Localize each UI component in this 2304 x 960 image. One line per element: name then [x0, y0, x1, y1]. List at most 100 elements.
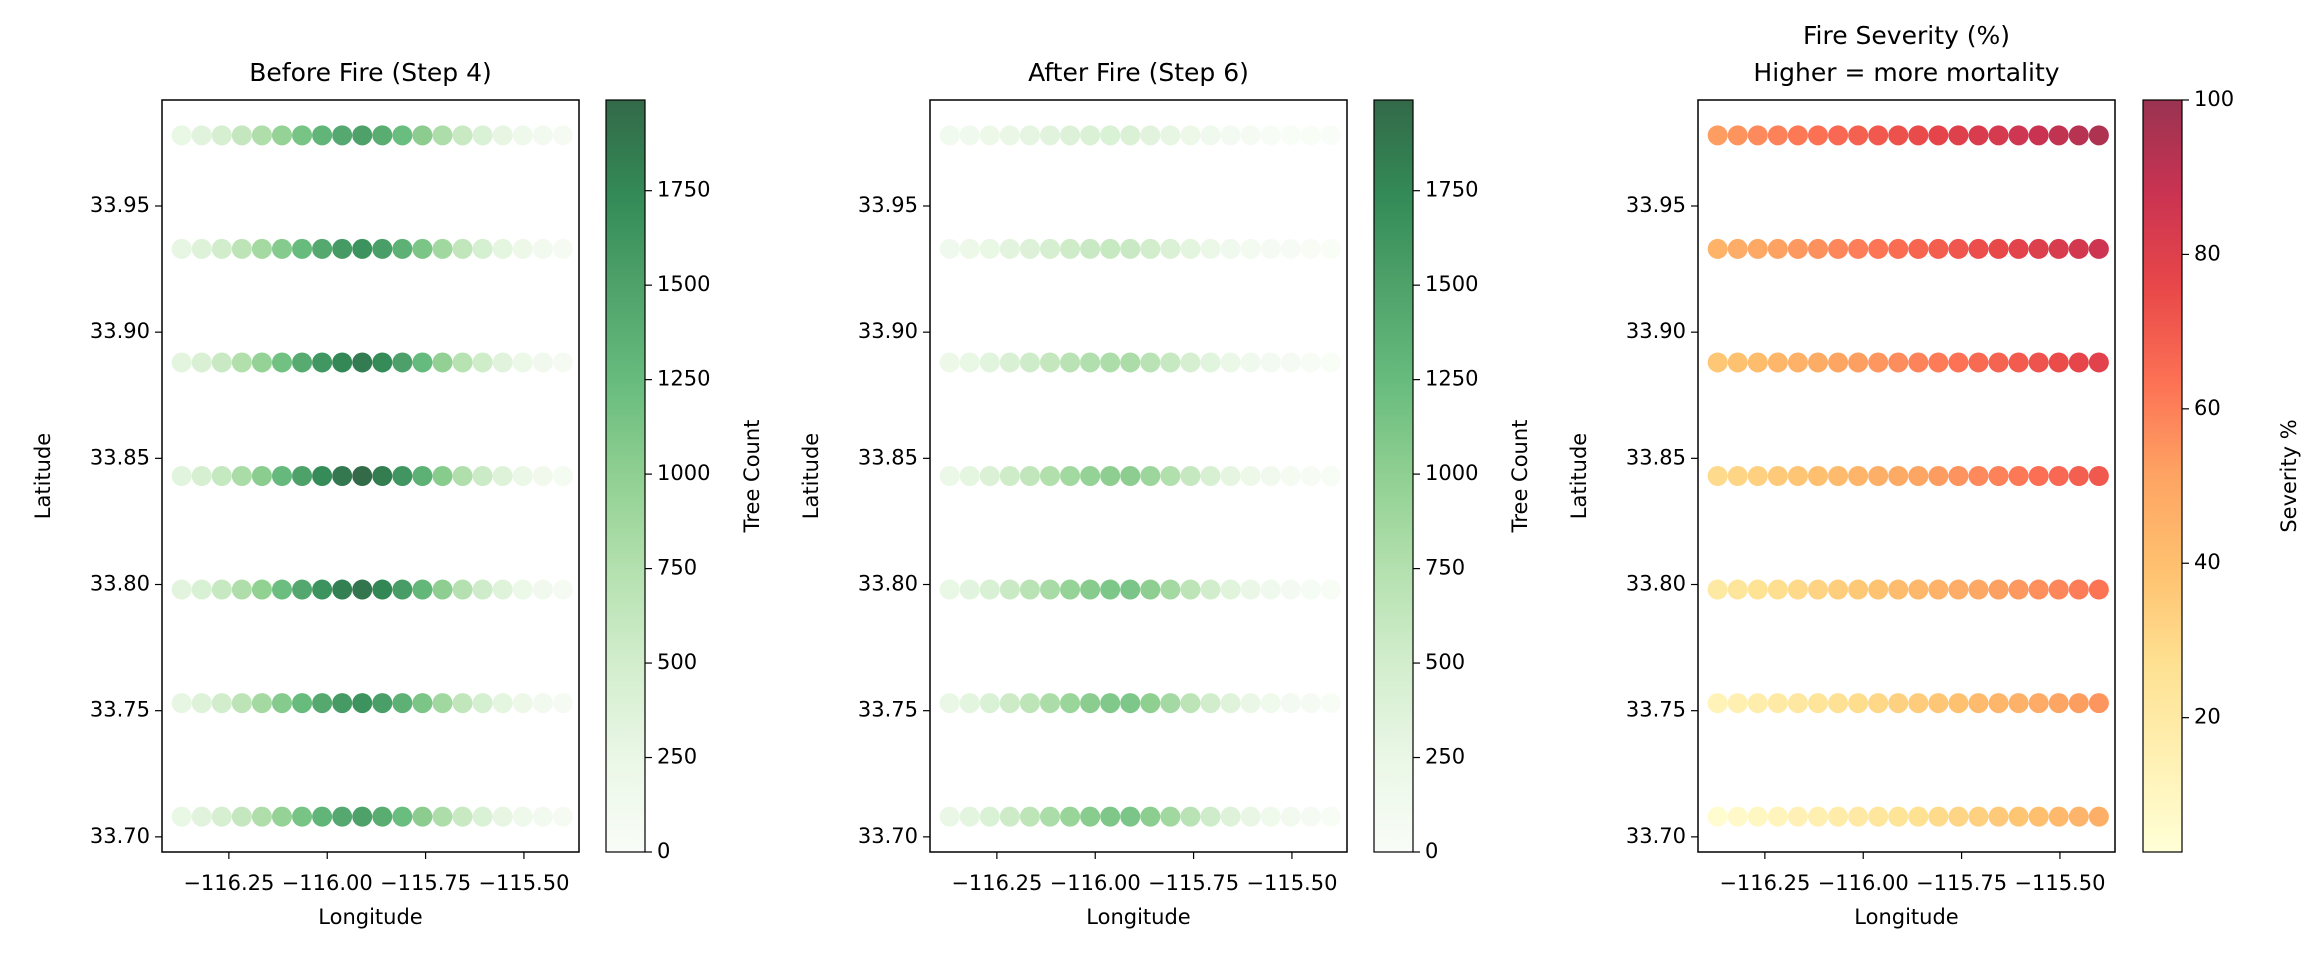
scatter-point	[1868, 352, 1889, 373]
scatter-point	[392, 125, 413, 146]
scatter-point	[1140, 579, 1161, 600]
scatter-point	[1767, 579, 1788, 600]
y-tick-label: 33.70	[858, 824, 918, 848]
scatter-point	[332, 238, 353, 259]
scatter-point	[1160, 352, 1181, 373]
scatter-point	[1260, 579, 1281, 600]
scatter-point	[1848, 466, 1869, 486]
scatter-point	[1060, 125, 1081, 146]
scatter-point	[1828, 352, 1849, 373]
scatter-point	[1908, 238, 1929, 259]
scatter-point	[1320, 125, 1341, 146]
scatter-point	[512, 238, 533, 259]
scatter-point	[1787, 238, 1808, 259]
scatter-point	[191, 806, 212, 827]
scatter-point	[1908, 125, 1929, 146]
scatter-point	[251, 806, 272, 827]
scatter-point	[1948, 806, 1969, 827]
scatter-point	[552, 806, 573, 827]
scatter-point	[1019, 806, 1040, 827]
scatter-point	[1300, 238, 1321, 259]
scatter-point	[532, 352, 553, 373]
scatter-point	[2068, 466, 2089, 486]
scatter-point	[1908, 806, 1929, 827]
scatter-point	[2028, 352, 2049, 373]
scatter-point	[1039, 693, 1060, 714]
scatter-point	[1100, 352, 1121, 373]
y-axis-label: Latitude	[31, 433, 55, 519]
scatter-point	[171, 466, 192, 486]
scatter-point	[392, 806, 413, 827]
scatter-point	[1140, 125, 1161, 146]
scatter-point	[959, 579, 980, 600]
scatter-point	[1080, 806, 1101, 827]
scatter-point	[1180, 693, 1201, 714]
scatter-point	[1988, 579, 2009, 600]
scatter-point	[979, 806, 1000, 827]
colorbar-tick-label: 250	[657, 745, 697, 769]
scatter-point	[1848, 579, 1869, 600]
scatter-point	[1200, 352, 1221, 373]
scatter-point	[452, 806, 473, 827]
scatter-point	[1039, 806, 1060, 827]
scatter-point	[1100, 579, 1121, 600]
scatter-point	[552, 579, 573, 600]
scatter-point	[1240, 466, 1261, 486]
scatter-point	[939, 238, 960, 259]
scatter-point	[1807, 466, 1828, 486]
scatter-point	[1060, 693, 1081, 714]
scatter-point	[352, 579, 373, 600]
scatter-point	[1968, 466, 1989, 486]
scatter-point	[1747, 125, 1768, 146]
scatter-point	[999, 579, 1020, 600]
scatter-point	[1140, 806, 1161, 827]
scatter-point	[1220, 693, 1241, 714]
scatter-point	[1968, 579, 1989, 600]
scatter-point	[1928, 125, 1949, 146]
scatter-point	[1120, 125, 1141, 146]
scatter-point	[1320, 466, 1341, 486]
scatter-point	[1140, 466, 1161, 486]
y-tick-label: 33.80	[1626, 572, 1686, 596]
colorbar	[1373, 99, 1414, 853]
y-tick-label: 33.90	[1626, 319, 1686, 343]
x-tick-label: −115.75	[1148, 871, 1239, 895]
scatter-point	[979, 579, 1000, 600]
scatter-point	[1240, 238, 1261, 259]
scatter-point	[939, 806, 960, 827]
scatter-point	[472, 466, 493, 486]
y-tick-label: 33.75	[1626, 698, 1686, 722]
scatter-point	[1888, 238, 1909, 259]
scatter-point	[1180, 806, 1201, 827]
scatter-point	[1019, 125, 1040, 146]
colorbar-tick-label: 750	[1425, 556, 1465, 580]
axes-frame	[929, 99, 1348, 853]
scatter-point	[1120, 693, 1141, 714]
colorbar-tick-label: 60	[2194, 396, 2221, 420]
scatter-point	[1988, 693, 2009, 714]
scatter-point	[1787, 352, 1808, 373]
scatter-point	[171, 579, 192, 600]
scatter-point	[1180, 125, 1201, 146]
scatter-point	[171, 238, 192, 259]
scatter-point	[1727, 125, 1748, 146]
scatter-point	[1220, 466, 1241, 486]
scatter-point	[412, 466, 433, 486]
scatter-point	[1300, 693, 1321, 714]
scatter-point	[1888, 125, 1909, 146]
scatter-point	[1848, 693, 1869, 714]
scatter-point	[1200, 125, 1221, 146]
scatter-point	[1220, 352, 1241, 373]
scatter-point	[1060, 579, 1081, 600]
scatter-point	[1988, 125, 2009, 146]
scatter-point	[2068, 579, 2089, 600]
scatter-point	[231, 238, 252, 259]
scatter-point	[1988, 806, 2009, 827]
scatter-point	[1828, 693, 1849, 714]
scatter-point	[1100, 466, 1121, 486]
scatter-point	[1727, 693, 1748, 714]
x-tick-label: −116.00	[1818, 871, 1909, 895]
scatter-point	[1828, 125, 1849, 146]
scatter-point	[532, 466, 553, 486]
scatter-point	[1787, 125, 1808, 146]
